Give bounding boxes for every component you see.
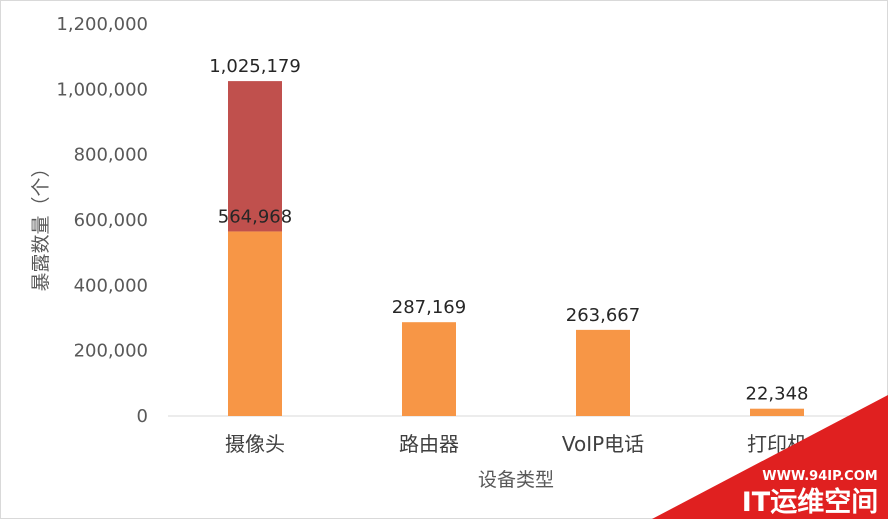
bar-series-1 [402, 322, 456, 416]
bars [228, 81, 804, 416]
y-axis-title: 暴露数量（个） [30, 158, 52, 291]
data-label: 22,348 [746, 384, 809, 405]
y-tick-label: 800,000 [74, 145, 148, 166]
y-tick-label: 200,000 [74, 341, 148, 362]
y-tick-label: 1,200,000 [56, 14, 148, 35]
y-tick-label: 1,000,000 [56, 79, 148, 100]
axes: 0 200,000 400,000 600,000 800,000 1,000,000 1,… [56, 14, 864, 456]
watermark-triangle [652, 395, 888, 519]
data-label: 287,169 [392, 297, 466, 318]
y-tick-label: 0 [137, 406, 148, 427]
data-label: 1,025,179 [209, 56, 301, 77]
x-tick-label: 路由器 [399, 432, 459, 456]
y-tick-label: 400,000 [74, 275, 148, 296]
bar-series-1 [228, 231, 282, 416]
x-axis-title: 设备类型 [478, 469, 554, 491]
y-tick-label: 600,000 [74, 210, 148, 231]
data-labels: 1,025,179 564,968 287,169 263,667 22,348 [209, 56, 808, 405]
x-tick-label: VoIP电话 [562, 432, 644, 456]
bar-series-2 [228, 81, 282, 232]
watermark-brand: IT运维空间 [742, 486, 878, 518]
watermark: WWW.94IP.COM IT运维空间 [652, 395, 888, 519]
watermark-url: WWW.94IP.COM [762, 469, 877, 484]
x-tick-label: 摄像头 [225, 432, 285, 456]
data-label: 263,667 [566, 305, 640, 326]
bar-series-1 [750, 408, 804, 416]
bar-series-1 [576, 329, 630, 416]
data-label: 564,968 [218, 206, 292, 227]
